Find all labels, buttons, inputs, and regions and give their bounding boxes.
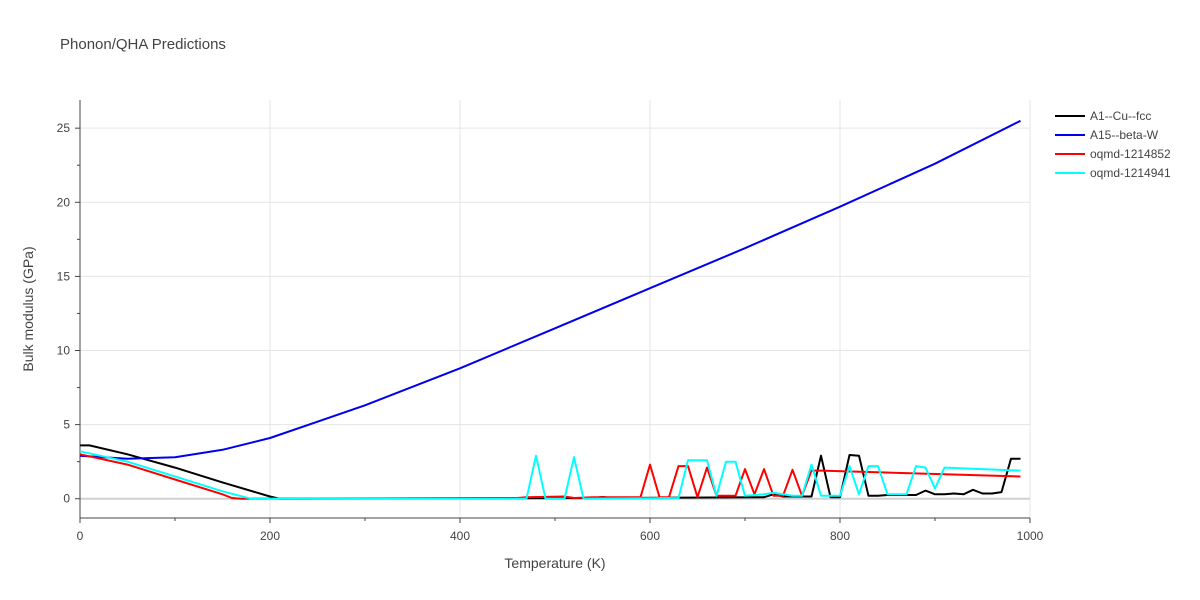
- series-line-oqmd-1214852: [79, 453, 1021, 500]
- y-tick-label: 20: [57, 195, 71, 209]
- x-tick-label: 0: [77, 529, 84, 543]
- x-tick-label: 400: [450, 529, 470, 543]
- x-tick-label: 200: [260, 529, 280, 543]
- legend-item[interactable]: oqmd-1214941: [1055, 166, 1171, 180]
- y-tick-label: 10: [57, 344, 71, 358]
- y-axis-label: Bulk modulus (GPa): [20, 246, 36, 371]
- series-line-oqmd-1214941: [79, 450, 1021, 500]
- x-axis-label: Temperature (K): [504, 555, 605, 571]
- legend-label: A1--Cu--fcc: [1090, 109, 1151, 123]
- y-tick-label: 15: [57, 269, 71, 283]
- legend-label: oqmd-1214941: [1090, 166, 1171, 180]
- series-line-A15--beta-W: [79, 119, 1021, 460]
- series-lines: [79, 119, 1021, 500]
- axes: 0 200 400 600 800 1000 0 5 10 15 20 25: [57, 100, 1044, 543]
- x-tick-label: 600: [640, 529, 660, 543]
- legend-label: A15--beta-W: [1090, 128, 1159, 142]
- x-tick-label: 800: [830, 529, 850, 543]
- legend-label: oqmd-1214852: [1090, 147, 1171, 161]
- chart-title: Phonon/QHA Predictions: [60, 36, 226, 53]
- legend-item[interactable]: oqmd-1214852: [1055, 147, 1171, 161]
- grid: [80, 100, 1031, 518]
- x-tick-label: 1000: [1017, 529, 1044, 543]
- y-tick-label: 5: [63, 418, 70, 432]
- y-tick-label: 25: [57, 121, 71, 135]
- y-tick-label: 0: [63, 492, 70, 506]
- legend-item[interactable]: A1--Cu--fcc: [1055, 109, 1151, 123]
- legend-item[interactable]: A15--beta-W: [1055, 128, 1159, 142]
- legend: A1--Cu--fcc A15--beta-W oqmd-1214852 oqmd-1…: [1055, 109, 1171, 180]
